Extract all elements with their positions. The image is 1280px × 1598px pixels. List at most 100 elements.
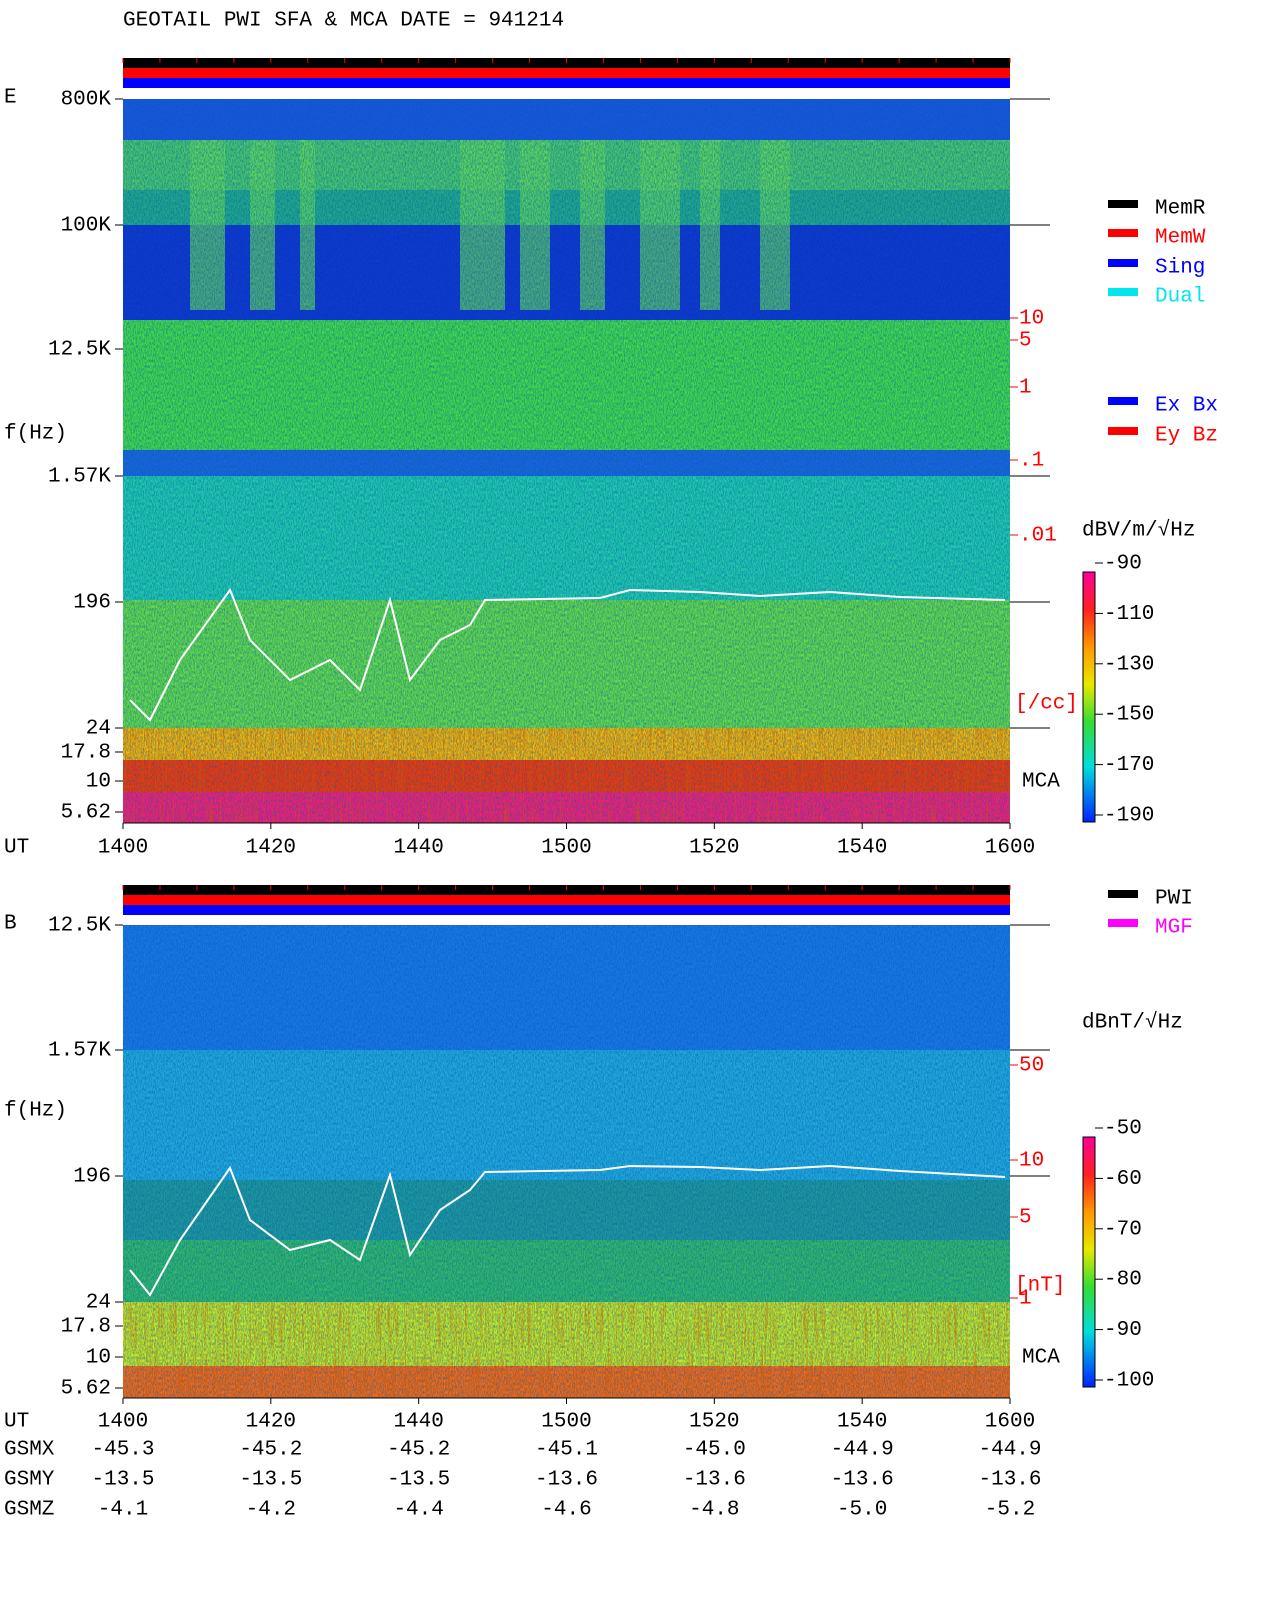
colorbar-tick-label: -130 — [1104, 653, 1154, 676]
x-tick-label: 1420 — [246, 837, 296, 860]
x-tick-label: 1440 — [393, 837, 443, 860]
legend-label: MemR — [1155, 198, 1206, 221]
ephemeris-value: -45.2 — [387, 1439, 450, 1462]
ephemeris-value: -13.5 — [239, 1469, 302, 1492]
ephemeris-value: -44.9 — [831, 1439, 894, 1462]
colorbar-tick-label: -110 — [1104, 603, 1154, 626]
x-tick-label: 1500 — [541, 837, 591, 860]
ephemeris-value: -13.6 — [831, 1469, 894, 1492]
ephemeris-value: -5.0 — [837, 1499, 887, 1522]
component-label: B — [4, 913, 17, 936]
legend-label: MemW — [1155, 227, 1206, 250]
y-tick-label: 5.62 — [61, 1378, 111, 1401]
legend-swatch — [1108, 397, 1138, 405]
x-tick-label: 1520 — [689, 837, 739, 860]
ephemeris-value: -13.5 — [91, 1469, 154, 1492]
y-tick-label: 10 — [86, 771, 111, 794]
ephemeris-value: -45.1 — [535, 1439, 598, 1462]
density-unit: [/cc] — [1015, 693, 1078, 716]
density-tick-label: 50 — [1019, 1055, 1044, 1078]
legend-label: Ey Bz — [1155, 425, 1218, 448]
mca-label: MCA — [1022, 1347, 1060, 1370]
component-label: E — [4, 87, 17, 110]
spectrogram — [123, 925, 1010, 1398]
ephemeris-value: -45.0 — [683, 1439, 746, 1462]
x-tick-label: 1540 — [837, 837, 887, 860]
ephemeris-value: -4.1 — [98, 1499, 148, 1522]
legend-swatch — [1108, 200, 1138, 208]
legend-swatch — [1108, 288, 1138, 296]
density-tick-label: 1 — [1019, 1288, 1032, 1311]
status-bar — [123, 905, 1010, 915]
legend-label: MGF — [1155, 917, 1193, 940]
spectrogram — [123, 99, 1010, 823]
colorbar-tick-label: -60 — [1104, 1168, 1142, 1191]
ephemeris-value: -4.6 — [541, 1499, 591, 1522]
y-tick-label: 10 — [86, 1347, 111, 1370]
ephemeris-value: -44.9 — [978, 1439, 1041, 1462]
status-bar — [123, 68, 1010, 78]
colorbar-tick-label: -90 — [1104, 1319, 1142, 1342]
x-tick-label: 1500 — [541, 1411, 591, 1434]
y-tick-label: 100K — [61, 215, 112, 238]
colorbar-unit: dBV/m/√Hz — [1082, 519, 1195, 543]
density-tick-label: 5 — [1019, 330, 1032, 353]
density-unit: [nT] — [1015, 1275, 1065, 1298]
density-tick-label: 1 — [1019, 377, 1032, 400]
ephemeris-label: GSMY — [4, 1469, 55, 1492]
x-tick-label: 1400 — [98, 837, 148, 860]
streak-noise — [123, 1302, 1010, 1398]
density-tick-label: 10 — [1019, 308, 1044, 331]
x-tick-label: 1540 — [837, 1411, 887, 1434]
colorbar — [1082, 571, 1096, 823]
y-tick-label: 17.8 — [61, 1316, 111, 1339]
streak-noise — [123, 728, 1010, 823]
ephemeris-value: -4.2 — [246, 1499, 296, 1522]
y-tick-label: 24 — [86, 718, 111, 741]
y-axis-label: f(Hz) — [4, 423, 67, 446]
title: GEOTAIL PWI SFA & MCA DATE = 941214 — [123, 10, 564, 33]
colorbar-tick-label: -100 — [1104, 1370, 1154, 1393]
y-tick-label: 1.57K — [48, 466, 111, 489]
y-tick-label: 12.5K — [48, 339, 111, 362]
colorbar-tick-label: -50 — [1104, 1118, 1142, 1141]
legend-label: Ex Bx — [1155, 395, 1218, 418]
x-tick-label: 1420 — [246, 1411, 296, 1434]
noise — [123, 99, 1010, 823]
status-bar — [123, 895, 1010, 905]
plasma-frequency-trace — [129, 587, 1006, 722]
mca-label: MCA — [1022, 771, 1060, 794]
density-tick-label: 5 — [1019, 1207, 1032, 1230]
legend-swatch — [1108, 229, 1138, 237]
ephemeris-value: -13.6 — [683, 1469, 746, 1492]
x-tick-label: 1400 — [98, 1411, 148, 1434]
legend-swatch — [1108, 427, 1138, 435]
y-axis-label: f(Hz) — [4, 1100, 67, 1123]
colorbar-tick-label: -90 — [1104, 553, 1142, 576]
y-tick-label: 12.5K — [48, 915, 111, 938]
ephemeris-value: -5.2 — [985, 1499, 1035, 1522]
density-tick-label: 10 — [1019, 1150, 1044, 1173]
legend-label: PWI — [1155, 888, 1193, 911]
colorbar-tick-label: -150 — [1104, 704, 1154, 727]
x-tick-label: 1520 — [689, 1411, 739, 1434]
colorbar-tick-label: -80 — [1104, 1269, 1142, 1292]
ephemeris-label: GSMZ — [4, 1499, 54, 1522]
ephemeris-value: -13.5 — [387, 1469, 450, 1492]
ephemeris-label: GSMX — [4, 1439, 55, 1462]
y-tick-label: 1.57K — [48, 1040, 111, 1063]
legend-label: Dual — [1155, 286, 1205, 309]
legend-label: Sing — [1155, 257, 1205, 280]
density-tick-label: .01 — [1019, 525, 1057, 548]
legend-swatch — [1108, 259, 1138, 267]
ephemeris-value: -13.6 — [535, 1469, 598, 1492]
y-tick-label: 800K — [61, 89, 112, 112]
x-tick-label: 1600 — [985, 1411, 1035, 1434]
x-axis-label: UT — [4, 1411, 29, 1434]
colorbar-tick-label: -170 — [1104, 754, 1154, 777]
y-tick-label: 5.62 — [61, 802, 111, 825]
colorbar-unit: dBnT/√Hz — [1082, 1011, 1183, 1035]
x-axis-label: UT — [4, 837, 29, 860]
x-tick-label: 1600 — [985, 837, 1035, 860]
